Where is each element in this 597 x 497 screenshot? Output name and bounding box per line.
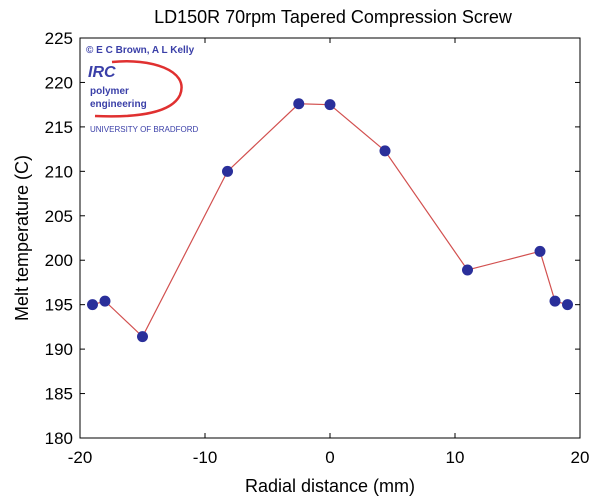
data-point xyxy=(462,264,473,276)
series-group xyxy=(87,98,573,343)
logo-line1: polymer xyxy=(90,86,129,97)
data-point xyxy=(534,245,546,257)
plot-area xyxy=(79,37,581,439)
axis-ticks: -20 -10 0 10 20 180 185 190 195 200 205 210 215 220 22… xyxy=(45,29,590,467)
irc-logo: © E C Brown, A L Kelly IRC polymer engin… xyxy=(86,45,199,134)
x-tick-label: 0 xyxy=(325,448,334,467)
y-tick-label: 200 xyxy=(45,251,73,270)
y-tick-label: 190 xyxy=(45,340,73,359)
data-point xyxy=(324,99,336,111)
logo-credit: © E C Brown, A L Kelly xyxy=(86,45,195,56)
data-point xyxy=(562,299,573,311)
y-tick-label: 225 xyxy=(45,29,73,48)
data-point xyxy=(549,295,561,307)
data-point xyxy=(222,165,233,177)
chart-title: LD150R 70rpm Tapered Compression Screw xyxy=(154,7,513,27)
y-tick-label: 205 xyxy=(45,207,73,226)
logo-swoosh xyxy=(94,60,183,118)
y-tick-label: 210 xyxy=(45,162,73,181)
logo-university: UNIVERSITY OF BRADFORD xyxy=(90,125,199,134)
data-point xyxy=(137,331,148,343)
x-tick-label: -20 xyxy=(68,448,93,467)
y-tick-label: 180 xyxy=(45,429,73,448)
data-point xyxy=(99,295,111,307)
x-axis-label: Radial distance (mm) xyxy=(245,476,415,496)
y-tick-label: 215 xyxy=(45,118,73,137)
x-tick-label: -10 xyxy=(193,448,218,467)
x-tick-label: 10 xyxy=(446,448,465,467)
x-tick-label: 20 xyxy=(571,448,590,467)
y-tick-label: 185 xyxy=(45,385,73,404)
y-axis-label: Melt temperature (C) xyxy=(12,155,32,321)
data-point xyxy=(293,98,305,110)
data-point xyxy=(87,299,98,311)
data-point xyxy=(379,145,391,157)
y-tick-label: 195 xyxy=(45,296,73,315)
logo-line2: engineering xyxy=(90,99,147,110)
logo-irc: IRC xyxy=(88,64,116,81)
y-tick-label: 220 xyxy=(45,73,73,92)
